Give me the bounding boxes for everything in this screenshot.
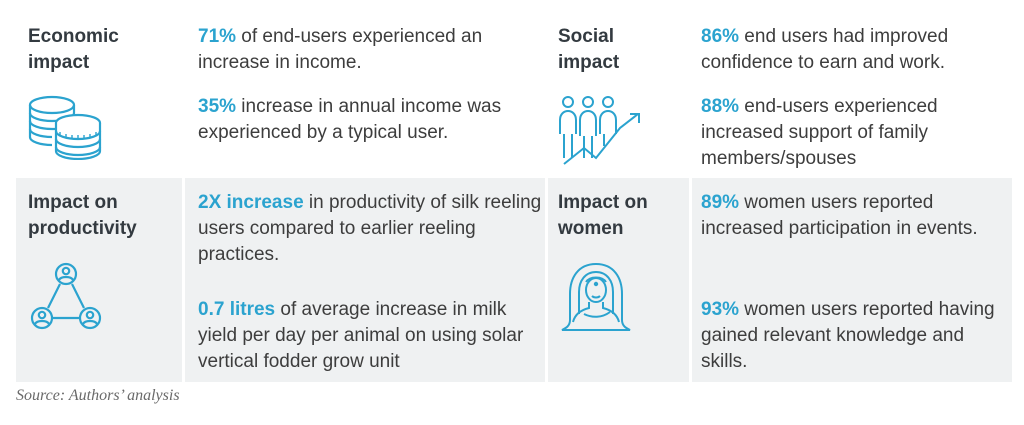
column-divider — [182, 14, 185, 382]
social-impact-heading: Social impact — [558, 26, 620, 73]
column-divider — [545, 14, 548, 382]
column-divider — [689, 14, 692, 382]
stat-productivity: 2X increase in productivity of silk reel… — [198, 192, 542, 265]
women-heading: Impact on women — [558, 192, 648, 239]
people-growth-icon — [558, 94, 646, 166]
stat-family-support: 88% end-users experienced increased supp… — [701, 96, 938, 169]
network-users-icon — [28, 262, 104, 334]
stat-income-increase: 71% of end-users experienced an increase… — [198, 26, 483, 73]
economic-impact-heading: Economic impact — [28, 26, 119, 73]
stat-women-knowledge: 93% women users reported having gained r… — [701, 299, 995, 372]
stat-annual-income: 35% increase in annual income was experi… — [198, 96, 502, 143]
stat-women-participation: 89% women users reported increased parti… — [701, 192, 978, 239]
stat-milk-yield: 0.7 litres of average increase in milk y… — [198, 299, 524, 372]
productivity-heading: Impact on productivity — [28, 192, 137, 239]
woman-icon — [556, 260, 636, 334]
stat-confidence: 86% end users had improved confidence to… — [701, 26, 949, 73]
source-note: Source: Authors’ analysis — [16, 387, 180, 404]
coins-icon — [26, 94, 106, 160]
impact-table: Economic impact 71% of end-users experie… — [16, 14, 1012, 382]
